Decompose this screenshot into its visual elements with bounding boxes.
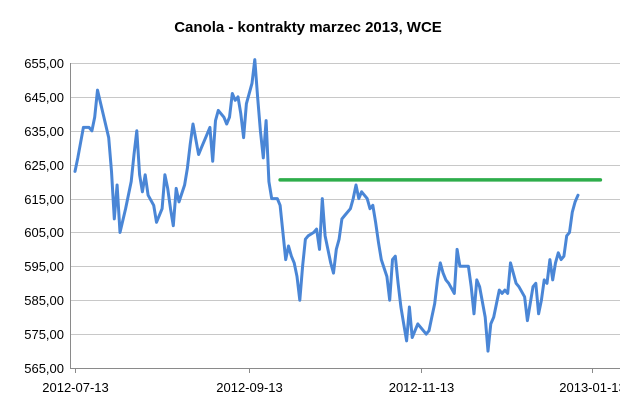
x-tick-label: 2013-01-13 — [559, 380, 620, 395]
y-tick-label: 645,00 — [24, 90, 64, 105]
y-tick-label: 595,00 — [24, 259, 64, 274]
y-tick-label: 605,00 — [24, 225, 64, 240]
y-tick-label: 575,00 — [24, 327, 64, 342]
x-tick-label: 2012-07-13 — [42, 380, 109, 395]
y-tick-label: 625,00 — [24, 158, 64, 173]
y-tick-label: 635,00 — [24, 124, 64, 139]
axes: 565,00 575,00 585,00 595,00 605,00 615,00 625,… — [24, 56, 620, 395]
y-tick-label: 655,00 — [24, 56, 64, 71]
x-tick-label: 2012-09-13 — [216, 380, 283, 395]
series-lines — [73, 58, 603, 353]
price-series-line — [73, 58, 580, 353]
x-tick-label: 2012-11-13 — [389, 380, 455, 395]
y-tick-label: 615,00 — [24, 192, 64, 207]
y-tick-label: 565,00 — [24, 361, 64, 376]
y-tick-label: 585,00 — [24, 293, 64, 308]
chart-title: Canola - kontrakty marzec 2013, WCE — [174, 19, 442, 36]
